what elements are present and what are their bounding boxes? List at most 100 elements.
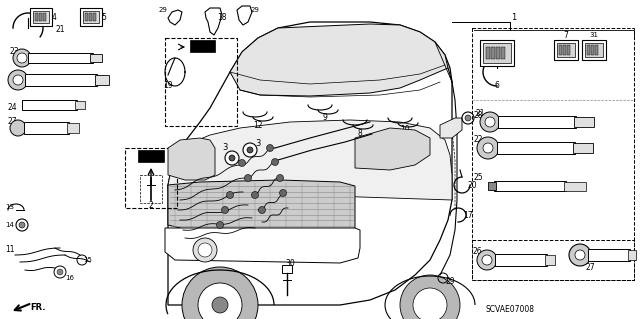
Bar [480,40,514,66]
Bar [563,45,566,55]
Polygon shape [168,120,452,200]
Bar [574,117,594,127]
Circle shape [247,147,253,153]
Polygon shape [230,24,448,96]
Text: 23: 23 [9,48,19,56]
Text: FR.: FR. [30,303,45,313]
Bar [67,123,79,133]
Bar [472,240,634,280]
Bar [138,150,164,162]
Bar [494,181,566,191]
Text: 3: 3 [255,138,260,147]
Bar [557,43,575,57]
Bar [582,40,606,60]
Bar [585,43,603,57]
Circle shape [485,117,495,127]
Text: 22: 22 [473,136,483,145]
Circle shape [280,189,287,197]
Text: 20: 20 [467,181,477,189]
Bar [33,11,49,23]
Text: 27: 27 [7,117,17,127]
Text: 24: 24 [7,103,17,113]
Bar [89,13,92,21]
Polygon shape [165,228,360,263]
Text: 10: 10 [400,125,410,135]
Bar [588,249,630,261]
Circle shape [212,297,228,313]
Bar [501,47,505,59]
Circle shape [244,174,252,182]
Text: 15: 15 [84,257,92,263]
Text: 12: 12 [253,121,263,130]
Text: B-13: B-13 [141,152,161,161]
Text: 28: 28 [473,110,483,120]
Text: 17: 17 [463,211,473,219]
Circle shape [225,151,239,165]
Bar [25,74,97,86]
Bar [125,148,177,208]
Circle shape [227,191,234,198]
Circle shape [259,206,266,213]
Bar [95,75,109,85]
Bar [495,254,547,266]
Polygon shape [355,128,430,170]
Text: 1: 1 [511,13,516,23]
Text: 21: 21 [476,108,484,117]
Text: 13: 13 [6,204,15,210]
Bar [39,13,42,21]
Bar [190,40,215,52]
Circle shape [13,75,23,85]
Circle shape [252,191,259,198]
Circle shape [8,70,28,90]
Circle shape [13,49,31,67]
Bar [573,143,593,153]
Bar [497,142,575,154]
Bar [488,182,496,190]
Text: 19: 19 [163,80,173,90]
Bar [165,38,237,126]
Text: 4: 4 [52,12,56,21]
Circle shape [182,267,258,319]
Text: 7: 7 [564,31,568,40]
Bar [93,13,96,21]
Bar [496,47,500,59]
Text: 5: 5 [102,12,106,21]
Circle shape [465,115,471,121]
Circle shape [271,159,278,166]
Text: 14: 14 [6,222,15,228]
Text: 2: 2 [148,201,154,210]
Text: 29: 29 [251,7,259,13]
Circle shape [57,269,63,275]
Text: 3: 3 [222,143,228,152]
Bar [140,175,162,203]
Bar [90,54,102,62]
Bar [587,45,590,55]
Bar [30,8,52,26]
Text: 30: 30 [285,258,295,268]
Circle shape [480,112,500,132]
Polygon shape [440,118,462,138]
Text: B-7: B-7 [195,42,211,51]
Polygon shape [168,138,215,180]
Text: 11: 11 [5,246,15,255]
Circle shape [239,160,246,167]
Circle shape [483,143,493,153]
Circle shape [221,206,228,213]
Bar [491,47,495,59]
Circle shape [243,143,257,157]
Bar [35,13,38,21]
Circle shape [10,120,26,136]
Text: 8: 8 [358,129,362,137]
Bar [483,43,511,63]
Circle shape [193,238,217,262]
Bar [282,265,292,273]
Circle shape [17,53,27,63]
Text: 9: 9 [323,114,328,122]
Text: 6: 6 [495,81,499,91]
Polygon shape [168,22,452,305]
Circle shape [216,221,223,228]
Bar [545,255,555,265]
Bar [567,45,570,55]
Bar [554,40,578,60]
Bar [83,11,99,23]
